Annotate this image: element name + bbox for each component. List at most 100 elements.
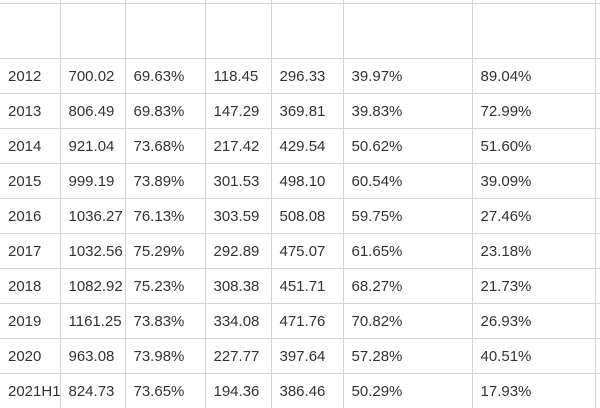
cell-value-2[interactable]: 147.29	[205, 93, 272, 129]
cell-value-3[interactable]: 508.08	[271, 198, 344, 234]
cell-percent-1[interactable]: 73.65%	[125, 373, 206, 408]
cell-year[interactable]: 2018	[0, 268, 61, 304]
cell-percent-2[interactable]: 50.62%	[343, 128, 473, 164]
cell-cropped	[595, 58, 600, 94]
cell-percent-2[interactable]: 60.54%	[343, 163, 473, 199]
cell-value-3[interactable]: 471.76	[271, 303, 344, 339]
cell-value-2[interactable]: 301.53	[205, 163, 272, 199]
cell-value-1[interactable]: 921.04	[60, 128, 126, 164]
cell-cropped	[595, 338, 600, 374]
header-cell-6[interactable]	[472, 3, 596, 59]
cell-value-1[interactable]: 963.08	[60, 338, 126, 374]
cropped-row-above	[0, 0, 600, 4]
cell-year[interactable]: 2019	[0, 303, 61, 339]
cell-cropped	[595, 268, 600, 304]
cell-value-2[interactable]: 303.59	[205, 198, 272, 234]
cell-cropped	[595, 198, 600, 234]
cell-percent-2[interactable]: 68.27%	[343, 268, 473, 304]
cell-year[interactable]: 2016	[0, 198, 61, 234]
header-cell-1[interactable]	[60, 3, 126, 59]
cell-value-2[interactable]: 194.36	[205, 373, 272, 408]
cell-percent-1[interactable]: 73.83%	[125, 303, 206, 339]
cell-value-3[interactable]: 475.07	[271, 233, 344, 269]
cell-percent-3[interactable]: 39.09%	[472, 163, 596, 199]
table-row[interactable]: 2017 1032.56 75.29% 292.89 475.07 61.65%…	[0, 233, 600, 269]
cell-value-1[interactable]: 1082.92	[60, 268, 126, 304]
cell-percent-3[interactable]: 23.18%	[472, 233, 596, 269]
cell-percent-2[interactable]: 50.29%	[343, 373, 473, 408]
cell-percent-2[interactable]: 59.75%	[343, 198, 473, 234]
cell-percent-3[interactable]: 26.93%	[472, 303, 596, 339]
cell-value-2[interactable]: 118.45	[205, 58, 272, 94]
table-row[interactable]: 2012 700.02 69.63% 118.45 296.33 39.97% …	[0, 58, 600, 94]
cell-year[interactable]: 2015	[0, 163, 61, 199]
cell-percent-3[interactable]: 40.51%	[472, 338, 596, 374]
cell-cropped	[595, 303, 600, 339]
cell-value-3[interactable]: 369.81	[271, 93, 344, 129]
table-row[interactable]: 2021H1 824.73 73.65% 194.36 386.46 50.29…	[0, 373, 600, 408]
cell-year[interactable]: 2014	[0, 128, 61, 164]
table-row[interactable]: 2013 806.49 69.83% 147.29 369.81 39.83% …	[0, 93, 600, 129]
header-cell-0[interactable]	[0, 3, 61, 59]
table-body: 2012 700.02 69.63% 118.45 296.33 39.97% …	[0, 58, 600, 408]
cell-value-1[interactable]: 1032.56	[60, 233, 126, 269]
header-cell-cropped	[595, 3, 600, 59]
cell-year[interactable]: 2020	[0, 338, 61, 374]
cell-value-1[interactable]: 700.02	[60, 58, 126, 94]
cell-percent-2[interactable]: 61.65%	[343, 233, 473, 269]
cell-value-3[interactable]: 429.54	[271, 128, 344, 164]
cell-cropped	[595, 373, 600, 408]
cell-year[interactable]: 2021H1	[0, 373, 61, 408]
cell-value-3[interactable]: 451.71	[271, 268, 344, 304]
cell-value-3[interactable]: 397.64	[271, 338, 344, 374]
table-row[interactable]: 2014 921.04 73.68% 217.42 429.54 50.62% …	[0, 128, 600, 164]
table-row[interactable]: 2018 1082.92 75.23% 308.38 451.71 68.27%…	[0, 268, 600, 304]
cell-value-1[interactable]: 806.49	[60, 93, 126, 129]
cell-percent-3[interactable]: 51.60%	[472, 128, 596, 164]
cell-percent-1[interactable]: 73.68%	[125, 128, 206, 164]
cell-percent-3[interactable]: 27.46%	[472, 198, 596, 234]
cell-percent-2[interactable]: 57.28%	[343, 338, 473, 374]
cell-percent-3[interactable]: 89.04%	[472, 58, 596, 94]
cell-value-2[interactable]: 217.42	[205, 128, 272, 164]
cell-value-1[interactable]: 1161.25	[60, 303, 126, 339]
cell-percent-1[interactable]: 76.13%	[125, 198, 206, 234]
header-cell-3[interactable]	[205, 3, 272, 59]
cell-percent-1[interactable]: 75.23%	[125, 268, 206, 304]
table-row[interactable]: 2016 1036.27 76.13% 303.59 508.08 59.75%…	[0, 198, 600, 234]
cell-percent-2[interactable]: 70.82%	[343, 303, 473, 339]
table-row[interactable]: 2019 1161.25 73.83% 334.08 471.76 70.82%…	[0, 303, 600, 339]
cell-percent-2[interactable]: 39.83%	[343, 93, 473, 129]
header-cell-2[interactable]	[125, 3, 206, 59]
header-cell-5[interactable]	[343, 3, 473, 59]
cell-value-3[interactable]: 498.10	[271, 163, 344, 199]
cell-value-1[interactable]: 824.73	[60, 373, 126, 408]
table-row[interactable]: 2015 999.19 73.89% 301.53 498.10 60.54% …	[0, 163, 600, 199]
cell-percent-1[interactable]: 69.63%	[125, 58, 206, 94]
cell-percent-3[interactable]: 17.93%	[472, 373, 596, 408]
cell-value-3[interactable]: 296.33	[271, 58, 344, 94]
table-header	[0, 0, 600, 59]
cell-cropped	[595, 128, 600, 164]
cell-year[interactable]: 2012	[0, 58, 61, 94]
cell-value-3[interactable]: 386.46	[271, 373, 344, 408]
cell-value-2[interactable]: 292.89	[205, 233, 272, 269]
cell-percent-3[interactable]: 21.73%	[472, 268, 596, 304]
cell-percent-2[interactable]: 39.97%	[343, 58, 473, 94]
cell-percent-1[interactable]: 75.29%	[125, 233, 206, 269]
cell-percent-1[interactable]: 73.89%	[125, 163, 206, 199]
cell-value-1[interactable]: 999.19	[60, 163, 126, 199]
cell-percent-3[interactable]: 72.99%	[472, 93, 596, 129]
cell-percent-1[interactable]: 69.83%	[125, 93, 206, 129]
header-cell-4[interactable]	[271, 3, 344, 59]
cell-value-2[interactable]: 227.77	[205, 338, 272, 374]
cell-year[interactable]: 2013	[0, 93, 61, 129]
cell-year[interactable]: 2017	[0, 233, 61, 269]
cell-percent-1[interactable]: 73.98%	[125, 338, 206, 374]
cell-value-1[interactable]: 1036.27	[60, 198, 126, 234]
cell-value-2[interactable]: 334.08	[205, 303, 272, 339]
table-row[interactable]: 2020 963.08 73.98% 227.77 397.64 57.28% …	[0, 338, 600, 374]
cell-value-2[interactable]: 308.38	[205, 268, 272, 304]
